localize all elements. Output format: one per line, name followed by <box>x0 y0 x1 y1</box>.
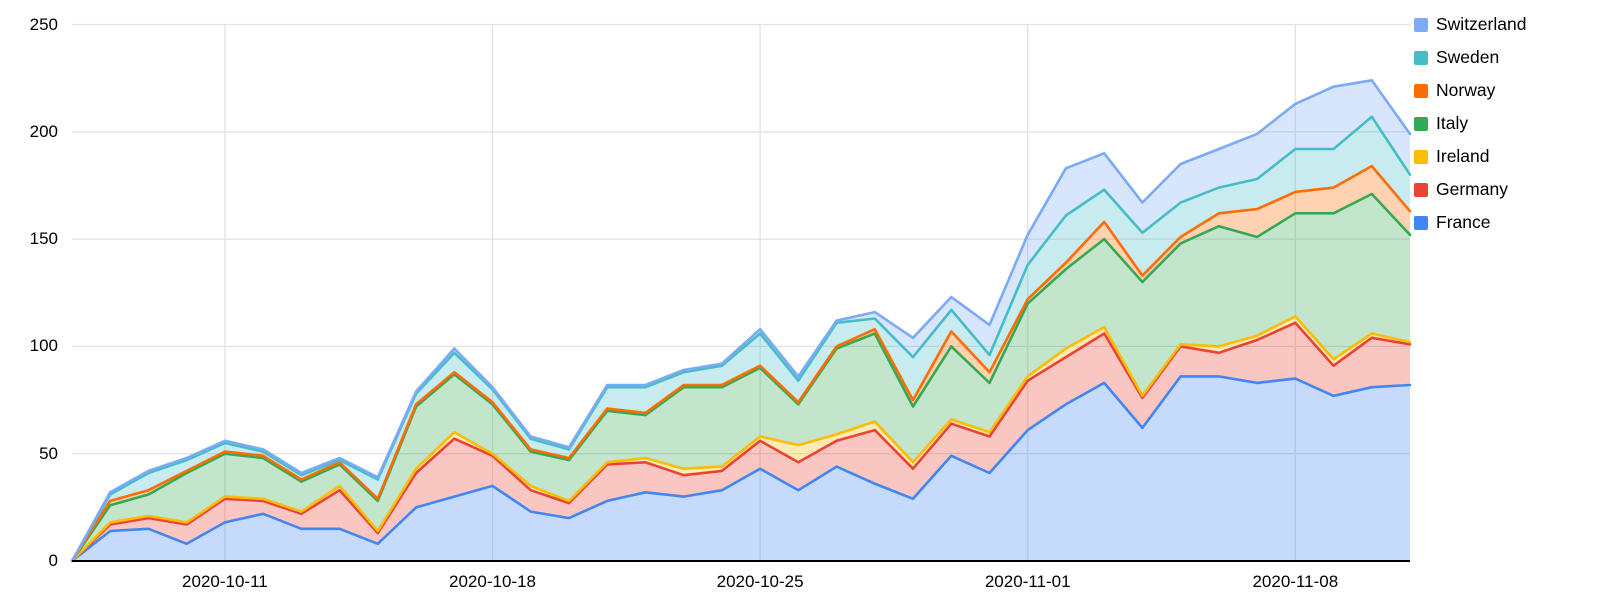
legend-label: Italy <box>1436 113 1469 133</box>
series-line-sweden <box>70 115 1412 563</box>
y-axis-label: 100 <box>29 336 58 356</box>
legend-swatch-icon <box>1414 17 1428 32</box>
legend-item-switzerland: Switzerland <box>1414 8 1526 41</box>
legend-label: Sweden <box>1436 47 1500 67</box>
legend-item-norway: Norway <box>1414 74 1526 107</box>
series-line-italy <box>70 192 1412 563</box>
area-band-italy <box>72 194 1410 561</box>
legend-swatch-icon <box>1414 182 1428 197</box>
area-band-germany <box>72 322 1410 561</box>
legend-item-italy: Italy <box>1414 107 1526 140</box>
x-axis-label: 2020-10-18 <box>449 572 536 591</box>
area-band-norway <box>72 166 1410 561</box>
x-axis-label: 2020-11-08 <box>1252 572 1339 591</box>
series-line-france <box>70 375 1412 563</box>
series-line-ireland <box>70 315 1412 563</box>
x-axis-label: 2020-10-25 <box>716 572 804 591</box>
x-axis-label: 2020-11-01 <box>984 572 1071 591</box>
legend-label: Switzerland <box>1436 14 1527 34</box>
legend-label: France <box>1436 212 1491 232</box>
legend-label: Norway <box>1436 80 1496 100</box>
legend-label: Ireland <box>1436 146 1490 166</box>
series-line-norway <box>70 164 1412 563</box>
area-band-sweden <box>72 116 1410 562</box>
y-axis-label: 150 <box>29 229 58 249</box>
legend-item-germany: Germany <box>1414 173 1526 206</box>
legend-swatch-icon <box>1414 149 1428 164</box>
y-axis-label: 200 <box>29 121 58 141</box>
x-axis-label: 2020-10-11 <box>182 572 268 591</box>
area-band-switzerland <box>72 80 1410 562</box>
legend-item-france: France <box>1414 206 1526 239</box>
y-axis-label: 0 <box>48 551 58 570</box>
legend-swatch-icon <box>1414 50 1428 65</box>
legend-swatch-icon <box>1414 83 1428 98</box>
y-axis-label: 250 <box>29 14 58 34</box>
legend-item-sweden: Sweden <box>1414 41 1526 74</box>
legend-swatch-icon <box>1414 116 1428 131</box>
series-line-germany <box>70 321 1412 563</box>
series-line-switzerland <box>70 79 1412 563</box>
legend-swatch-icon <box>1414 215 1428 230</box>
legend-label: Germany <box>1436 179 1508 199</box>
legend-item-ireland: Ireland <box>1414 140 1526 173</box>
chart-legend: Switzerland Sweden Norway Italy Ireland Germa… <box>1414 8 1526 239</box>
area-band-france <box>72 376 1410 561</box>
y-axis-label: 50 <box>39 443 58 463</box>
